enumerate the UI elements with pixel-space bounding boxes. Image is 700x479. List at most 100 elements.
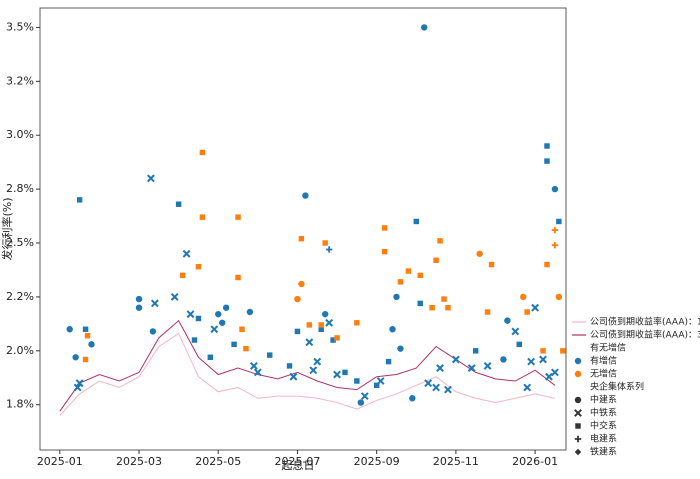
scatter-point	[429, 304, 435, 311]
scatter-point	[286, 363, 293, 369]
legend-title: 有无增信	[590, 342, 626, 354]
scatter-point	[199, 214, 206, 220]
y-tick-label: 2.5%	[6, 236, 34, 249]
scatter-point	[82, 326, 89, 332]
scatter-point	[409, 395, 416, 402]
legend-marker	[574, 396, 582, 404]
scatter-point	[207, 354, 214, 361]
scatter-point	[544, 143, 550, 149]
scatter-point	[484, 309, 491, 315]
y-tick-label: 3.0%	[6, 128, 34, 141]
scatter-point	[424, 379, 433, 388]
y-tick-label: 2.0%	[6, 344, 34, 357]
scatter-point	[82, 356, 89, 363]
legend-marker	[574, 409, 582, 417]
scatter-point	[84, 333, 91, 339]
scatter-point	[333, 370, 341, 379]
legend-label: 铁建系	[590, 446, 617, 458]
legend-label: 有增信	[590, 355, 617, 367]
scatter-point	[246, 308, 254, 316]
scatter-point	[222, 304, 230, 311]
scatter-point	[325, 318, 334, 327]
x-axis-label: 起息日	[282, 458, 315, 472]
scatter-point	[298, 280, 305, 288]
scatter-point	[385, 358, 392, 365]
legend-marker	[575, 423, 581, 429]
scatter-point	[556, 218, 562, 225]
y-tick-label: 1.8%	[6, 398, 34, 411]
scatter-point	[444, 385, 452, 394]
scatter-point	[313, 357, 322, 366]
scatter-point	[342, 369, 348, 376]
scatter-point	[476, 250, 483, 257]
scatter-point	[511, 327, 520, 336]
legend-label: 中铁系	[590, 407, 617, 419]
scatter-point	[516, 341, 522, 348]
y-tick-label: 2.8%	[6, 182, 34, 195]
scatter-point	[354, 320, 360, 326]
y-axis-label: 发行利率(%)	[0, 197, 14, 260]
scatter-point	[195, 315, 202, 322]
scatter-point	[417, 300, 423, 307]
scatter-point	[66, 326, 73, 333]
scatter-point	[360, 392, 369, 401]
scatter-point	[483, 362, 492, 370]
x-tick-label: 2025-03	[116, 455, 162, 468]
scatter-point	[186, 310, 195, 319]
y-tick-label: 3.2%	[6, 74, 34, 87]
scatter-point	[421, 24, 428, 31]
scatter-point	[146, 174, 155, 183]
scatter-point	[393, 293, 400, 301]
scatter-point	[199, 149, 206, 156]
scatter-point	[150, 299, 159, 308]
scatter-point	[170, 293, 179, 301]
scatter-point	[72, 354, 79, 361]
scatter-point	[397, 279, 404, 285]
y-tick-label: 3.5%	[6, 20, 34, 33]
legend-title: 央企集体系列	[590, 381, 644, 393]
scatter-point	[433, 257, 439, 263]
scatter-point	[555, 293, 563, 301]
x-tick-label: 2025-11	[433, 455, 479, 468]
scatter-point	[488, 261, 495, 268]
scatter-point	[540, 348, 546, 354]
scatter-point	[149, 328, 157, 335]
scatter-point	[182, 249, 191, 258]
scatter-point	[432, 383, 440, 392]
scatter-point	[330, 337, 336, 343]
scatter-point	[253, 368, 262, 377]
scatter-point	[231, 341, 237, 348]
scatter-point	[302, 192, 309, 199]
scatter-point	[294, 328, 301, 335]
scatter-point	[544, 261, 550, 268]
scatter-point	[306, 322, 313, 328]
scatter-point	[551, 368, 559, 377]
legend-marker	[574, 370, 582, 378]
scatter-point	[524, 309, 530, 315]
scatter-point	[75, 379, 84, 388]
scatter-point	[560, 348, 566, 354]
scatter-point	[321, 310, 329, 318]
scatter-point	[373, 382, 380, 389]
scatter-point	[218, 319, 226, 326]
scatter-point	[437, 238, 443, 244]
y-tick-label: 2.2%	[6, 290, 34, 303]
line	[59, 332, 556, 416]
scatter-point	[467, 364, 476, 372]
scatter-point	[249, 362, 258, 370]
scatter-point	[451, 355, 460, 364]
legend-label: 中建系	[590, 394, 617, 406]
x-tick-label: 2025-09	[354, 455, 400, 468]
scatter-point	[381, 248, 388, 255]
scatter-point	[298, 235, 305, 242]
legend-label: 无增信	[590, 368, 617, 380]
scatter-point	[405, 268, 412, 274]
scatter-point	[318, 326, 324, 332]
scatter-point	[413, 218, 420, 225]
scatter-point	[441, 296, 447, 302]
scatter-point	[334, 335, 340, 341]
scatter-point	[318, 322, 324, 328]
scatter-point	[215, 310, 222, 318]
scatter-point	[210, 325, 219, 334]
